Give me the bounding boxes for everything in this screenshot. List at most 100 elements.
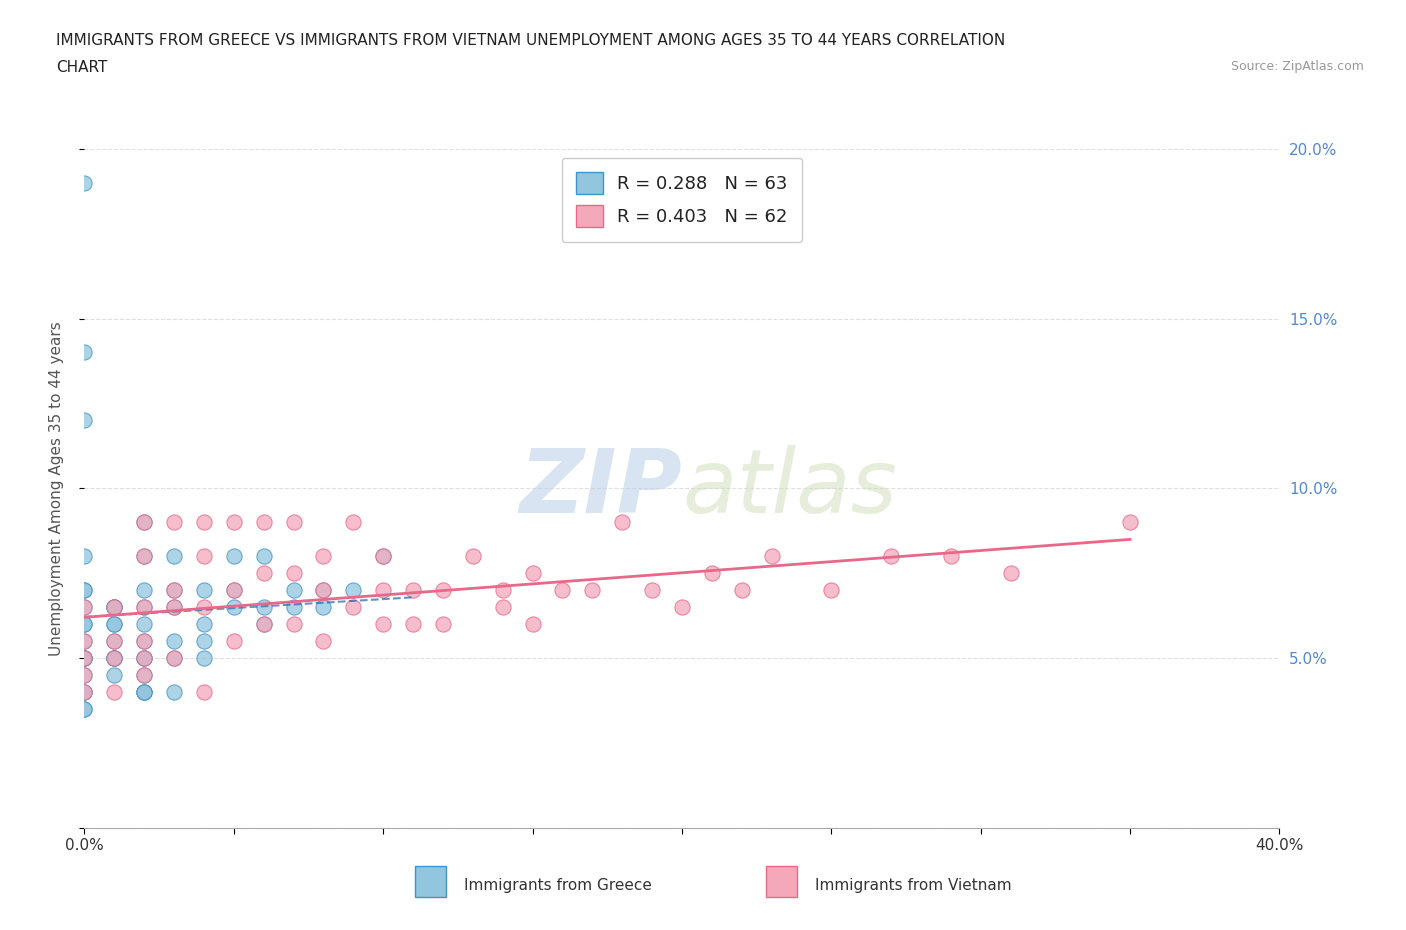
Point xyxy=(103,684,125,699)
Point xyxy=(610,515,633,530)
Point xyxy=(312,600,335,615)
Point xyxy=(163,633,186,648)
Point xyxy=(73,617,96,631)
Text: IMMIGRANTS FROM GREECE VS IMMIGRANTS FROM VIETNAM UNEMPLOYMENT AMONG AGES 35 TO : IMMIGRANTS FROM GREECE VS IMMIGRANTS FRO… xyxy=(56,33,1005,47)
Point xyxy=(1119,515,1142,530)
Point xyxy=(73,684,96,699)
Point xyxy=(103,617,125,631)
Point xyxy=(253,549,276,564)
Point xyxy=(253,617,276,631)
Point xyxy=(103,600,125,615)
Point xyxy=(73,651,96,666)
Point xyxy=(163,515,186,530)
Point xyxy=(132,515,156,530)
Point xyxy=(432,617,454,631)
Point xyxy=(163,549,186,564)
Point xyxy=(73,549,96,564)
Point xyxy=(283,565,305,580)
Point xyxy=(253,515,276,530)
Point xyxy=(73,582,96,598)
Point xyxy=(103,600,125,615)
Point xyxy=(103,651,125,666)
Point xyxy=(73,633,96,648)
Point xyxy=(880,549,903,564)
Point xyxy=(73,668,96,683)
Point xyxy=(342,600,364,615)
Point xyxy=(671,600,693,615)
Point xyxy=(132,582,156,598)
Point xyxy=(132,633,156,648)
Point xyxy=(402,582,425,598)
Point xyxy=(371,582,394,598)
Point xyxy=(73,701,96,716)
Point xyxy=(132,684,156,699)
Point xyxy=(73,617,96,631)
Point xyxy=(222,633,245,648)
Point xyxy=(492,600,515,615)
Point xyxy=(193,600,215,615)
Point xyxy=(73,345,96,360)
Point xyxy=(253,617,276,631)
Text: atlas: atlas xyxy=(682,445,897,531)
Point xyxy=(73,651,96,666)
Point xyxy=(641,582,664,598)
Point xyxy=(222,582,245,598)
Point xyxy=(132,684,156,699)
Point xyxy=(283,515,305,530)
Point xyxy=(193,617,215,631)
Point xyxy=(461,549,484,564)
Point xyxy=(73,633,96,648)
Point xyxy=(103,651,125,666)
Point xyxy=(73,600,96,615)
Point xyxy=(132,633,156,648)
Point xyxy=(103,633,125,648)
Point xyxy=(581,582,603,598)
Point xyxy=(163,684,186,699)
Point xyxy=(132,600,156,615)
Point xyxy=(103,651,125,666)
Text: ZIP: ZIP xyxy=(519,445,682,532)
Point xyxy=(73,413,96,428)
Point xyxy=(132,651,156,666)
Point xyxy=(132,515,156,530)
Point xyxy=(73,684,96,699)
Point xyxy=(163,582,186,598)
Point xyxy=(312,582,335,598)
Point xyxy=(132,549,156,564)
Point xyxy=(73,684,96,699)
Point xyxy=(522,617,544,631)
Point xyxy=(939,549,962,564)
Y-axis label: Unemployment Among Ages 35 to 44 years: Unemployment Among Ages 35 to 44 years xyxy=(49,321,63,656)
Point xyxy=(253,565,276,580)
Point xyxy=(193,633,215,648)
Point xyxy=(820,582,842,598)
Point xyxy=(132,668,156,683)
Point xyxy=(1000,565,1022,580)
Point xyxy=(432,582,454,598)
Point xyxy=(342,515,364,530)
FancyBboxPatch shape xyxy=(415,866,446,897)
Point xyxy=(312,582,335,598)
Point xyxy=(342,582,364,598)
Point xyxy=(193,684,215,699)
Point xyxy=(283,582,305,598)
Point xyxy=(73,668,96,683)
Point xyxy=(132,684,156,699)
Point xyxy=(132,600,156,615)
Point xyxy=(103,633,125,648)
Point xyxy=(193,582,215,598)
Text: Immigrants from Vietnam: Immigrants from Vietnam xyxy=(815,878,1012,893)
Point xyxy=(73,600,96,615)
Point xyxy=(222,515,245,530)
Point xyxy=(222,600,245,615)
Point xyxy=(132,668,156,683)
Point xyxy=(312,549,335,564)
Point xyxy=(163,582,186,598)
Point xyxy=(193,515,215,530)
Point xyxy=(73,701,96,716)
Point xyxy=(163,600,186,615)
Point xyxy=(761,549,783,564)
Point xyxy=(163,600,186,615)
Text: Immigrants from Greece: Immigrants from Greece xyxy=(464,878,652,893)
Point xyxy=(253,600,276,615)
